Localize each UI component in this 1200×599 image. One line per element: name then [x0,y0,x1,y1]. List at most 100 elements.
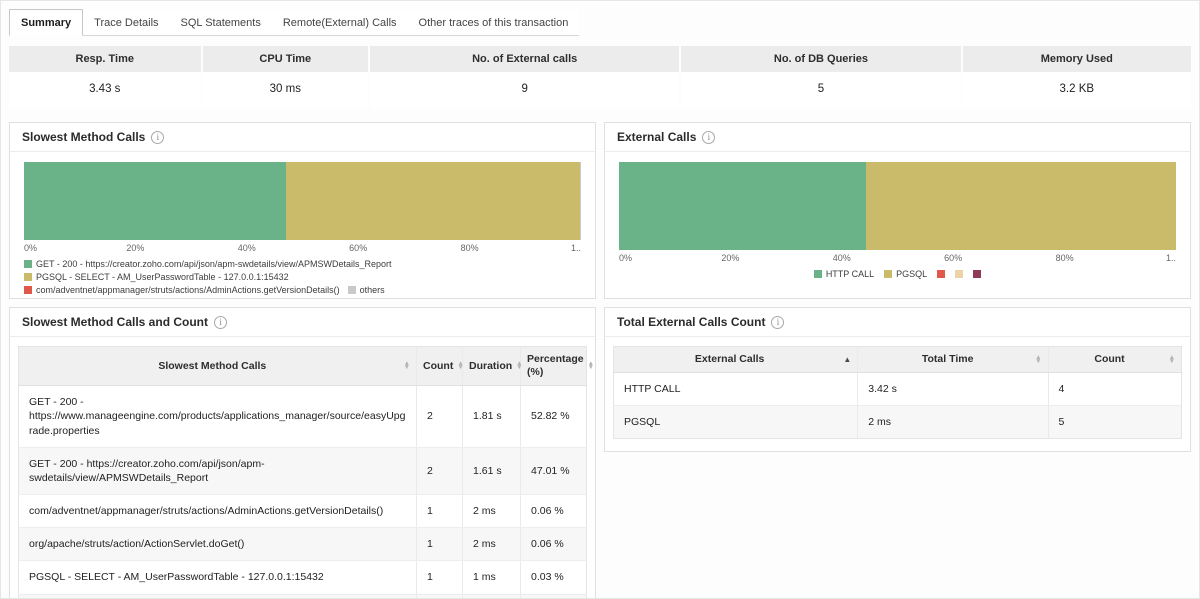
column-header-slowest-method-calls[interactable]: Slowest Method Calls [18,346,417,387]
legend-item: others [347,285,385,295]
bar-segment[interactable] [24,162,286,240]
stat-external-calls: No. of External calls 9 [370,46,680,108]
table-cell: 2 [416,447,463,496]
table-body: HTTP CALL 3.42 s 4 PGSQL 2 ms 5 [613,372,1182,439]
stat-memory-used: Memory Used 3.2 KB [962,46,1191,108]
legend-swatch [813,270,822,278]
stats-summary: Resp. Time 3.43 s CPU Time 30 ms No. of … [9,46,1191,108]
panel-title: External Calls [617,130,697,144]
table-cell: 3.42 s [857,372,1048,407]
stacked-bar [619,162,1176,250]
axis-tick-label: 0% [619,253,633,263]
x-axis: 0% 20% 40% 60% 80% 1.. [24,243,581,255]
table-cell: 52.82 % [520,385,587,448]
chart-body: 0% 20% 40% 60% 80% 1.. GET - 200 - https://cr… [10,152,595,298]
sort-ascending-icon[interactable] [843,356,851,364]
stat-value: 30 ms [202,72,369,108]
axis-tick-label: 60% [349,243,368,253]
axis-tick-label: 20% [126,243,145,253]
table-row: PGSQL 2 ms 5 [613,405,1182,439]
table-cell: 1 ms [462,560,521,595]
chart-legend: GET - 200 - https://creator.zoho.com/api… [24,259,581,295]
table-row: com/adventnet/appmanager/struts/actions/… [18,494,587,529]
column-header-count[interactable]: Count [1047,346,1182,374]
column-label: Slowest Method Calls [158,359,267,372]
table-cell: PGSQL [624,416,661,429]
info-icon[interactable] [702,130,716,144]
legend-label: PGSQL - SELECT - AM_UserPasswordTable - … [36,272,289,282]
stat-resp-time: Resp. Time 3.43 s [9,46,201,108]
column-label: Total Time [921,353,974,365]
table-cell: 2 ms [462,494,521,529]
table-cell: 0.06 % [520,494,587,529]
tab-summary[interactable]: Summary [9,9,84,36]
bar-segment[interactable] [285,162,581,240]
table-body: GET - 200 - https://www.manageengine.com… [18,385,587,598]
column-header-duration[interactable]: Duration [462,346,522,387]
stacked-bar [24,162,581,240]
legend-swatch [937,270,946,278]
table-cell [416,594,463,598]
column-header-total-time[interactable]: Total Time [857,346,1048,374]
legend-item [937,270,946,278]
legend-swatch [24,286,32,294]
table-row: others 1 ms0.03 % [18,594,587,598]
column-header-percentage[interactable]: Percentage (%) [520,346,587,387]
tab-trace-details[interactable]: Trace Details [94,17,159,29]
axis-tick-label: 0% [24,243,38,253]
bar-segment[interactable] [619,162,867,250]
table-wrap: Slowest Method Calls Count Duration Perc… [10,337,595,598]
legend-swatch [955,270,964,278]
sort-icon[interactable] [516,362,522,370]
tab-sql-statements[interactable]: SQL Statements [180,17,261,29]
info-icon[interactable] [151,130,165,144]
chart-legend: HTTP CALL PGSQL [619,269,1176,279]
stat-label: CPU Time [202,46,369,72]
table-cell: 1 [416,494,463,529]
panel-header: External Calls [605,123,1190,152]
slowest-method-calls-table: Slowest Method Calls Count Duration Perc… [18,346,587,598]
table-cell: 5 [1047,405,1182,439]
table-row: PGSQL - SELECT - AM_UserPasswordTable - … [18,560,587,595]
table-cell: 47.01 % [520,447,587,496]
table-cell: 1 [416,527,463,562]
table-cell: 1 ms [462,594,521,598]
panel-total-external-calls-count: Total External Calls Count External Call… [604,307,1191,453]
panel-title: Slowest Method Calls and Count [22,315,209,329]
legend-item: com/adventnet/appmanager/struts/actions/… [24,285,340,295]
table-header-row: External Calls Total Time Count [613,346,1182,374]
sort-icon[interactable] [1035,356,1041,364]
panel-external-calls: External Calls 0% 20% 40% 60% 80% 1.. HTTP CA… [604,122,1191,299]
table-row: GET - 200 - https://www.manageengine.com… [18,385,587,448]
column-label: Count [1094,353,1125,365]
panel-header: Slowest Method Calls [10,123,595,152]
panel-slowest-method-calls: Slowest Method Calls 0% 20% 40% 60% 80% 1.. G… [9,122,596,299]
table-cell: 1 [416,560,463,595]
stat-cpu-time: CPU Time 30 ms [202,46,369,108]
stat-value: 3.2 KB [962,72,1191,108]
x-axis: 0% 20% 40% 60% 80% 1.. [619,253,1176,265]
legend-swatch [24,260,32,268]
sort-icon[interactable] [457,362,463,370]
sort-icon[interactable] [588,362,594,370]
table-cell: PGSQL - SELECT - AM_UserPasswordTable - … [18,560,417,595]
bar-segment[interactable] [866,162,1176,250]
table-cell: GET - 200 - https://www.manageengine.com… [18,385,417,448]
tab-other-traces[interactable]: Other traces of this transaction [418,17,569,29]
table-cell: org/apache/struts/action/ActionServlet.d… [18,527,417,562]
table-cell: 4 [1047,372,1182,407]
table-cell: GET - 200 - https://creator.zoho.com/api… [18,447,417,496]
sort-icon[interactable] [404,362,410,370]
sort-icon[interactable] [1169,356,1175,364]
info-icon[interactable] [771,315,785,329]
column-header-count[interactable]: Count [416,346,463,387]
column-label: Duration [469,359,513,372]
column-header-external-calls[interactable]: External Calls [613,346,858,374]
table-header-row: Slowest Method Calls Count Duration Perc… [18,346,587,387]
legend-item: PGSQL - SELECT - AM_UserPasswordTable - … [24,272,289,282]
legend-label: HTTP CALL [825,269,875,279]
axis-tick-label: 20% [721,253,740,263]
info-icon[interactable] [214,315,228,329]
stat-label: Memory Used [962,46,1191,72]
tab-remote-external-calls[interactable]: Remote(External) Calls [282,17,397,29]
